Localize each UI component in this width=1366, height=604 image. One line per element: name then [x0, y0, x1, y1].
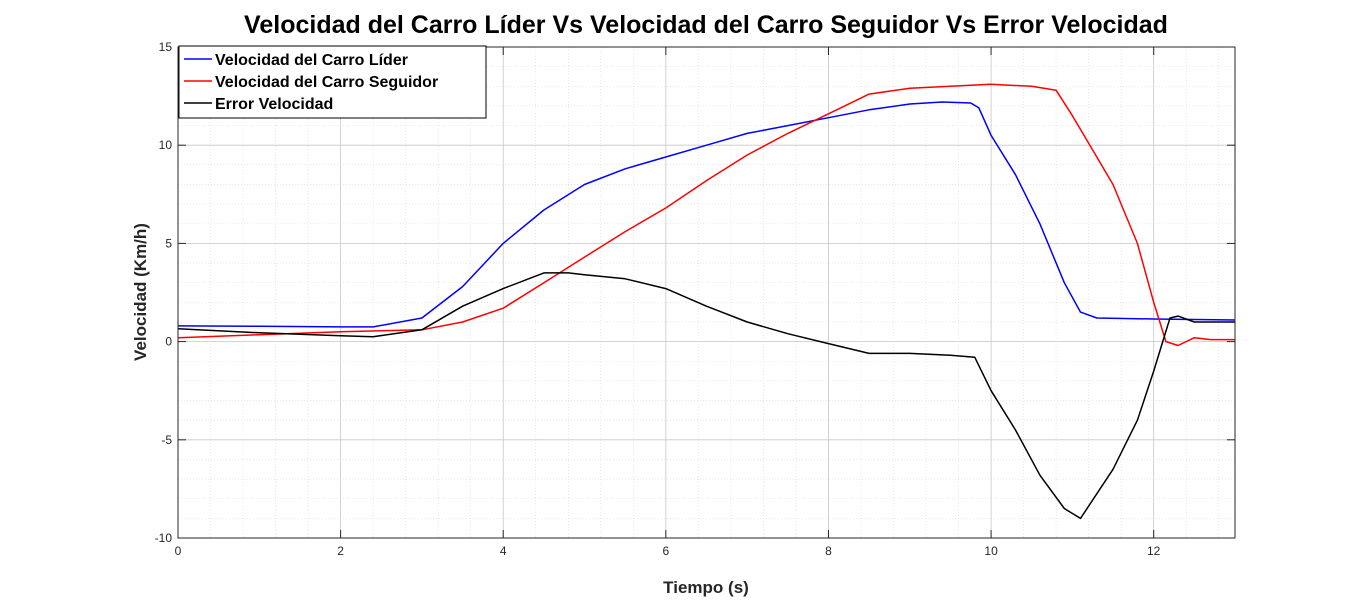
y-tick-labels: -10 -5 0 5 10 15 — [155, 40, 173, 545]
legend: Velocidad del Carro Líder Velocidad del … — [178, 45, 487, 119]
plot-area — [178, 47, 1235, 538]
series-line-seguidor — [177, 83, 1235, 347]
y-tick-label: -10 — [155, 531, 173, 545]
chart-title: Velocidad del Carro Líder Vs Velocidad d… — [244, 11, 1168, 39]
series-line-error — [177, 272, 1235, 520]
legend-label-lider: Velocidad del Carro Líder — [215, 52, 408, 69]
legend-box — [178, 45, 487, 119]
y-tick-label: 10 — [159, 138, 173, 152]
y-axis-label: Velocidad (Km/h) — [131, 223, 150, 361]
series-layer — [177, 83, 1236, 520]
x-tick-label: 6 — [663, 544, 670, 558]
x-axis-label: Tiempo (s) — [663, 578, 749, 597]
x-tick-label: 8 — [825, 544, 832, 558]
x-tick-label: 2 — [337, 544, 344, 558]
y-tick-label: -5 — [161, 433, 172, 447]
x-tick-label: 12 — [1147, 544, 1161, 558]
y-tick-label: 5 — [165, 236, 172, 250]
x-tick-label: 0 — [175, 544, 182, 558]
x-tick-labels: 0 2 4 6 8 10 12 — [175, 544, 1161, 558]
plot-frame — [177, 46, 1236, 539]
y-tick-label: 15 — [159, 40, 173, 54]
y-tick-label: 0 — [165, 335, 172, 349]
x-tick-label: 4 — [500, 544, 507, 558]
x-tick-label: 10 — [984, 544, 998, 558]
legend-label-error: Error Velocidad — [215, 96, 333, 113]
series-line-lider — [177, 101, 1236, 328]
legend-label-seguidor: Velocidad del Carro Seguidor — [215, 74, 438, 91]
